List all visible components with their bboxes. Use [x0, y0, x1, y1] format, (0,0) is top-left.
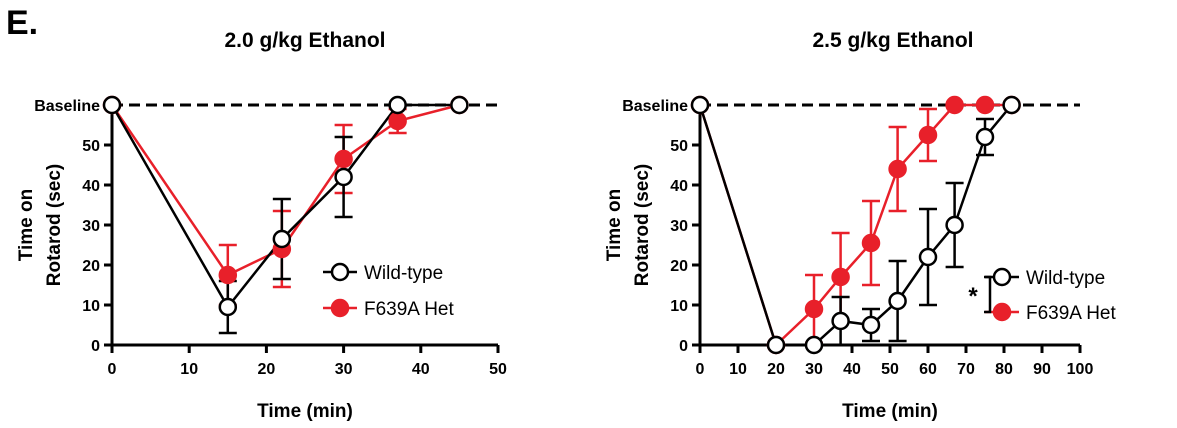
- data-point: [888, 159, 907, 179]
- x-tick-label: 100: [1067, 361, 1094, 378]
- data-point: [975, 95, 995, 115]
- y-tick-label: 10: [670, 298, 688, 315]
- legend-marker: [992, 267, 1012, 287]
- x-tick-label: 20: [258, 361, 276, 378]
- y-tick-label: 10: [82, 298, 100, 315]
- legend-label: F639A Het: [364, 299, 454, 320]
- x-tick-label: 10: [180, 361, 198, 378]
- data-point: [975, 127, 995, 147]
- chart-title: 2.5 g/kg Ethanol: [812, 29, 973, 52]
- y-tick-label: 30: [670, 218, 688, 235]
- x-tick-label: 50: [881, 361, 899, 378]
- x-tick-label: 70: [957, 361, 975, 378]
- x-tick-label: 50: [489, 361, 507, 378]
- x-tick-label: 0: [108, 361, 117, 378]
- legend-marker: [992, 302, 1012, 322]
- y-tick-label: 30: [82, 218, 100, 235]
- series-line: [698, 103, 1012, 348]
- data-point: [102, 95, 122, 115]
- x-tick-label: 90: [1033, 361, 1051, 378]
- data-point: [831, 311, 850, 331]
- x-axis-label: Time (min): [257, 401, 353, 422]
- data-point: [272, 229, 292, 249]
- data-point: [388, 111, 407, 131]
- legend-label: F639A Het: [1026, 303, 1116, 324]
- significance-bracket: [984, 275, 992, 314]
- data-point: [804, 299, 824, 319]
- y-tick-label: 20: [82, 258, 100, 275]
- legend-marker: [330, 262, 350, 282]
- data-point: [861, 233, 881, 253]
- series-line: [110, 103, 460, 310]
- baseline-label: Baseline: [622, 98, 688, 115]
- y-tick-label: 0: [679, 338, 688, 355]
- data-point: [918, 247, 938, 267]
- data-point: [888, 291, 907, 311]
- data-point: [218, 265, 238, 285]
- y-axis-label-line1: Time on: [16, 189, 37, 262]
- y-tick-label: 40: [670, 178, 688, 195]
- x-tick-label: 20: [767, 361, 785, 378]
- x-tick-label: 40: [412, 361, 430, 378]
- x-tick-label: 0: [696, 361, 705, 378]
- y-tick-label: 20: [670, 258, 688, 275]
- data-point: [334, 167, 353, 187]
- chart-title: 2.0 g/kg Ethanol: [224, 29, 385, 52]
- data-point: [218, 297, 238, 317]
- x-axis-label: Time (min): [842, 401, 938, 422]
- y-tick-label: 40: [82, 178, 100, 195]
- data-point: [450, 95, 469, 115]
- y-tick-label: 0: [91, 338, 100, 355]
- legend-marker: [330, 298, 350, 318]
- data-point: [690, 95, 710, 115]
- data-point: [831, 267, 850, 287]
- series-line: [698, 104, 1013, 347]
- y-axis-label-line2: Rotarod (sec): [44, 164, 65, 286]
- x-tick-label: 60: [919, 361, 937, 378]
- panel-label: E.: [6, 4, 39, 42]
- y-axis-label-line1: Time on: [604, 189, 625, 262]
- significance-star: *: [968, 283, 978, 310]
- x-tick-label: 80: [995, 361, 1013, 378]
- data-point: [861, 315, 881, 335]
- data-point: [1002, 95, 1021, 115]
- y-tick-label: 50: [82, 138, 100, 155]
- x-tick-label: 40: [843, 361, 861, 378]
- x-tick-label: 30: [335, 361, 353, 378]
- series-line: [110, 103, 460, 277]
- x-tick-label: 10: [729, 361, 747, 378]
- baseline-label: Baseline: [34, 98, 100, 115]
- data-point: [945, 215, 964, 235]
- y-axis-label-line2: Rotarod (sec): [632, 164, 653, 286]
- data-point: [945, 95, 964, 115]
- y-tick-label: 50: [670, 138, 688, 155]
- legend-label: Wild-type: [364, 263, 443, 284]
- data-point: [766, 335, 786, 355]
- data-point: [918, 125, 938, 145]
- data-point: [804, 335, 824, 355]
- legend-label: Wild-type: [1026, 268, 1105, 289]
- data-point: [334, 149, 353, 169]
- x-tick-label: 30: [805, 361, 823, 378]
- data-point: [388, 95, 407, 115]
